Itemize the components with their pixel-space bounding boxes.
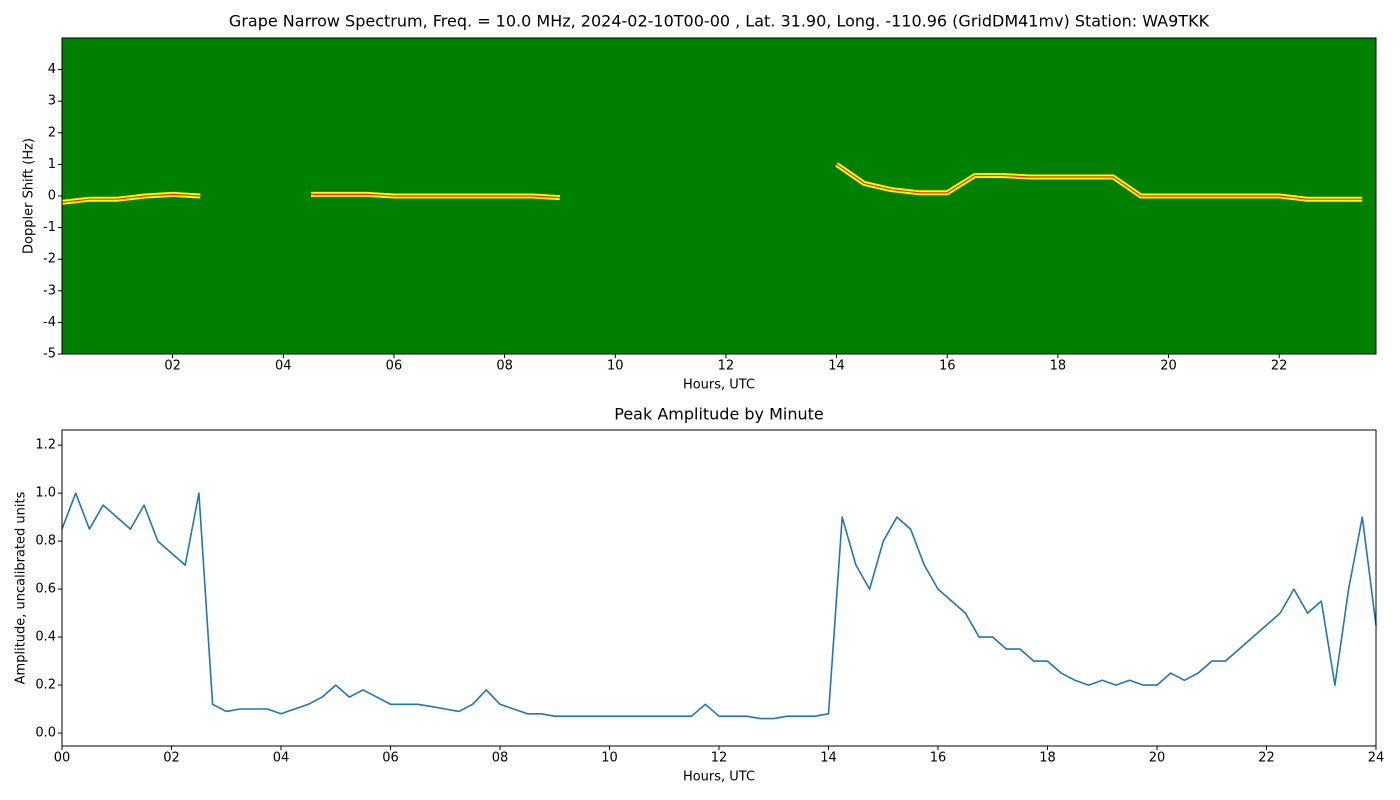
y-tick-label: -4	[43, 315, 56, 330]
x-tick-label: 14	[820, 751, 837, 766]
x-tick-label: 16	[939, 359, 956, 374]
y-tick-label: 1.2	[35, 438, 56, 453]
x-tick-label: 06	[382, 751, 399, 766]
x-tick-label: 22	[1258, 751, 1275, 766]
x-tick-label: 10	[601, 751, 618, 766]
x-tick-label: 02	[164, 359, 181, 374]
y-tick-label: -1	[43, 220, 56, 235]
y-tick-label: 1.0	[35, 486, 56, 501]
y-axis-label: Doppler Shift (Hz)	[22, 138, 37, 254]
y-tick-label: 0.6	[35, 582, 56, 597]
y-tick-label: -3	[43, 283, 56, 298]
x-axis-label: Hours, UTC	[683, 770, 755, 785]
y-tick-label: 0	[48, 189, 56, 204]
x-tick-label: 18	[1039, 751, 1056, 766]
x-axis-label: Hours, UTC	[683, 378, 755, 393]
x-tick-label: 18	[1050, 359, 1067, 374]
amplitude-line	[61, 492, 1377, 720]
y-tick-label: 0.0	[35, 726, 56, 741]
x-tick-label: 24	[1368, 751, 1385, 766]
x-tick-label: 10	[607, 359, 624, 374]
doppler-trace-core	[61, 163, 1363, 203]
y-tick-label: 3	[48, 94, 56, 109]
y-tick-label: 0.8	[35, 534, 56, 549]
y-tick-label: 4	[48, 62, 56, 77]
x-tick-label: 12	[718, 359, 735, 374]
chart-title: Grape Narrow Spectrum, Freq. = 10.0 MHz,…	[229, 12, 1210, 31]
x-tick-label: 20	[1149, 751, 1166, 766]
x-tick-label: 04	[275, 359, 292, 374]
x-tick-label: 22	[1271, 359, 1288, 374]
y-axis-label: Amplitude, uncalibrated units	[14, 491, 29, 684]
x-tick-label: 04	[273, 751, 290, 766]
x-tick-label: 14	[828, 359, 845, 374]
y-tick-label: 1	[48, 157, 56, 172]
y-tick-label: 2	[48, 125, 56, 140]
y-tick-label: -5	[43, 347, 56, 362]
y-tick-label: -2	[43, 252, 56, 267]
y-tick-label: 0.4	[35, 630, 56, 645]
x-tick-label: 16	[930, 751, 947, 766]
y-tick-label: 0.2	[35, 678, 56, 693]
x-tick-label: 06	[386, 359, 403, 374]
x-tick-label: 08	[496, 359, 513, 374]
x-tick-label: 12	[711, 751, 728, 766]
x-tick-label: 02	[163, 751, 180, 766]
x-tick-label: 00	[54, 751, 71, 766]
x-tick-label: 08	[492, 751, 509, 766]
x-tick-label: 20	[1160, 359, 1177, 374]
plot-frame	[61, 429, 1377, 747]
chart-title: Peak Amplitude by Minute	[614, 405, 824, 424]
